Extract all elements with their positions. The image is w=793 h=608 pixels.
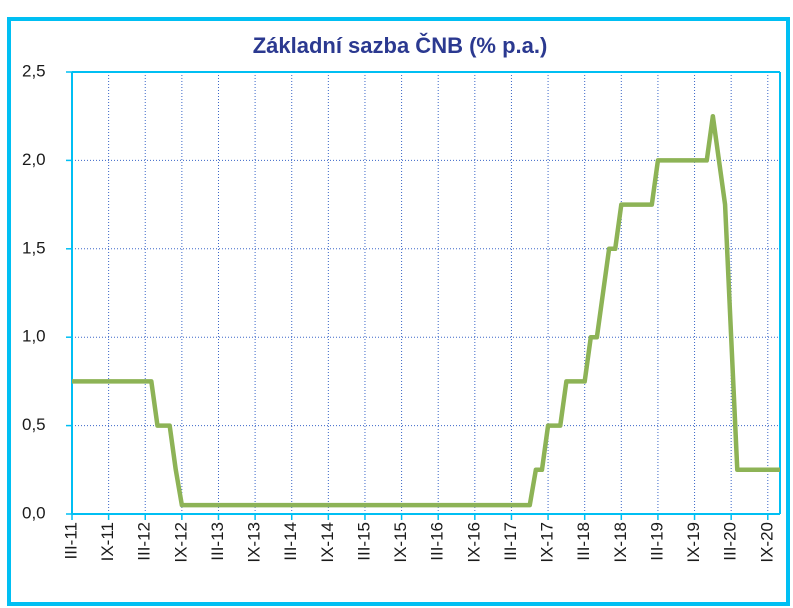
y-tick-label: 1,5 [22, 238, 46, 257]
x-tick-label: IX-17 [538, 522, 557, 563]
x-tick-label: III-17 [501, 522, 520, 561]
x-tick-label: IX-18 [611, 522, 630, 563]
x-tick-label: IX-16 [464, 522, 483, 563]
x-tick-label: IX-15 [391, 522, 410, 563]
x-tick-label: III-20 [721, 522, 740, 561]
y-tick-label: 0,5 [22, 415, 46, 434]
x-tick-label: III-15 [354, 522, 373, 561]
x-tick-label: IX-14 [318, 522, 337, 563]
x-tick-label: III-19 [647, 522, 666, 561]
x-tick-label: III-12 [135, 522, 154, 561]
x-tick-label: IX-13 [245, 522, 264, 563]
y-tick-label: 0,0 [22, 503, 46, 522]
x-tick-label: IX-20 [757, 522, 776, 563]
y-tick-label: 2,0 [22, 150, 46, 169]
x-tick-label: III-13 [208, 522, 227, 561]
chart-title: Základní sazba ČNB (% p.a.) [253, 33, 548, 58]
x-tick-label: III-16 [428, 522, 447, 561]
x-tick-label: IX-12 [171, 522, 190, 563]
x-tick-label: III-18 [574, 522, 593, 561]
x-tick-label: IX-19 [684, 522, 703, 563]
x-tick-label: III-11 [61, 522, 80, 559]
y-tick-label: 1,0 [22, 327, 46, 346]
x-tick-label: IX-11 [98, 522, 117, 561]
data-line [72, 113, 780, 508]
x-tick-label: III-14 [281, 522, 300, 561]
y-tick-label: 2,5 [22, 61, 46, 80]
chart-frame [7, 17, 790, 606]
